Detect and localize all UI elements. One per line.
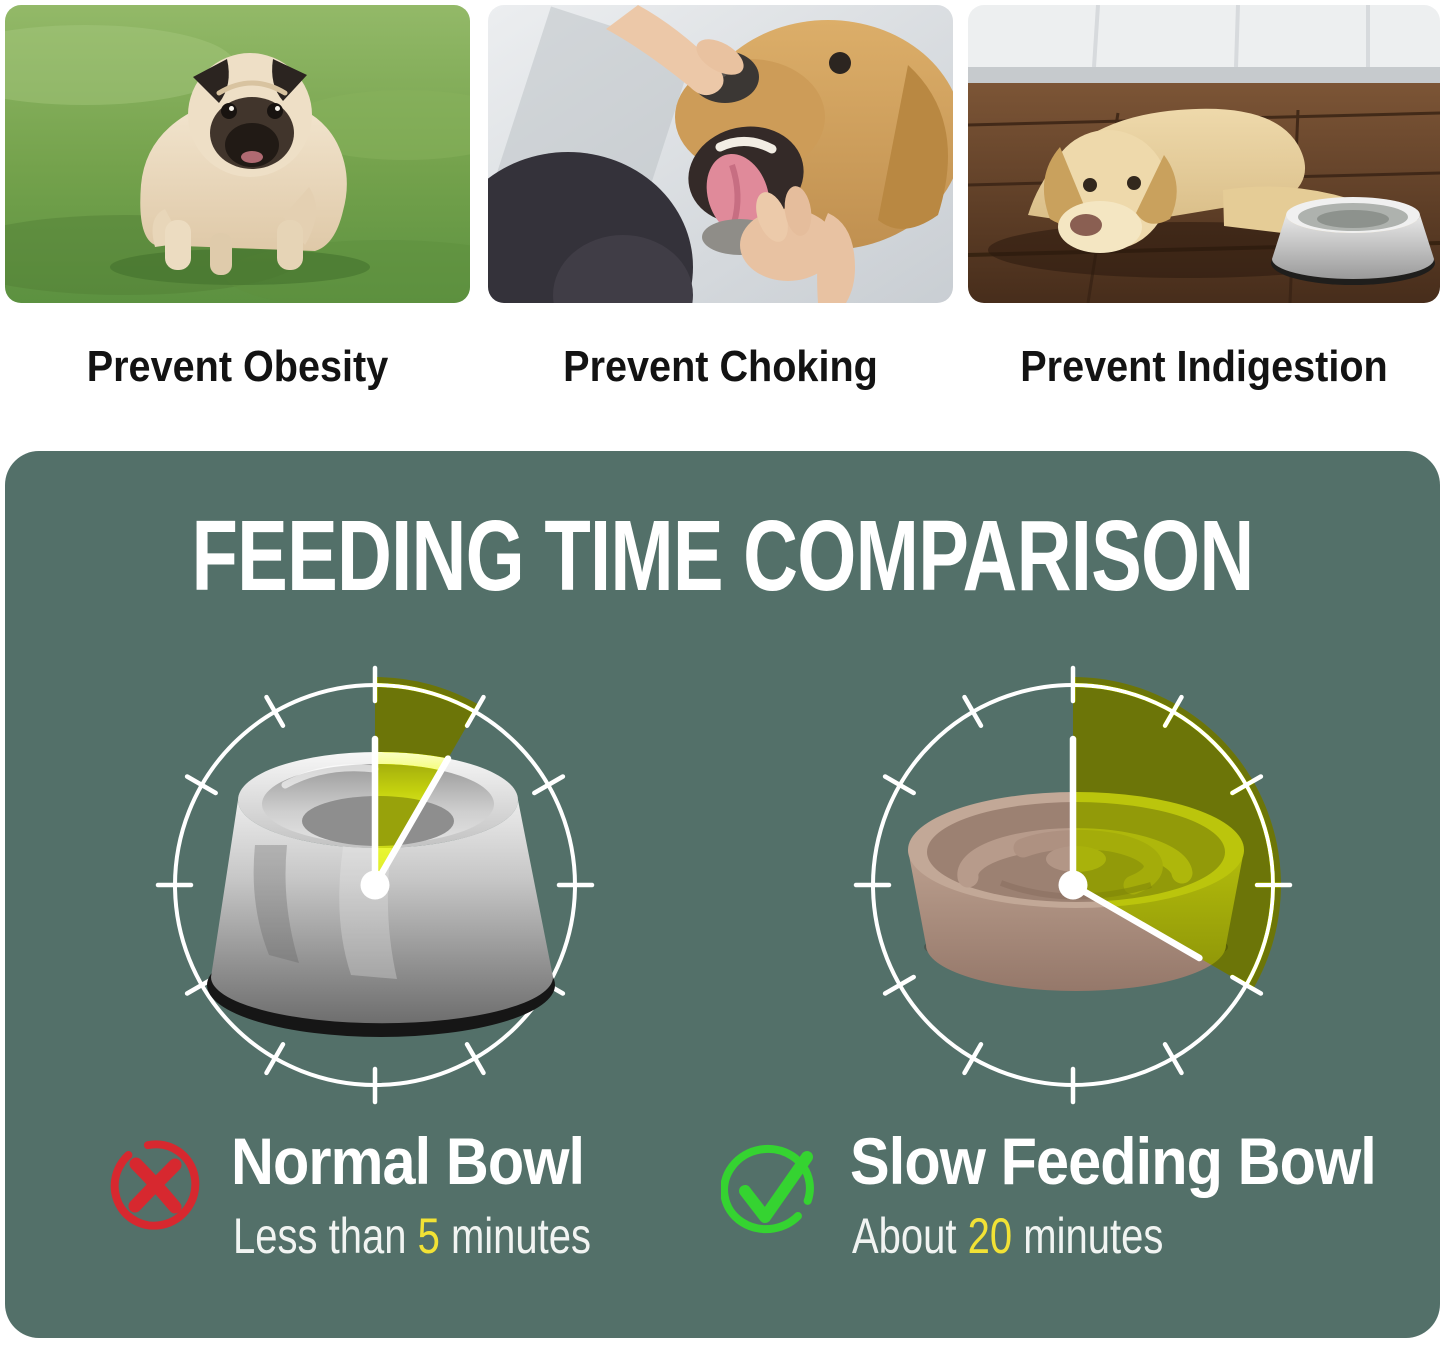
steel-bowl-small — [1271, 197, 1435, 285]
clock-hands — [1069, 735, 1203, 962]
slow-bowl-clock — [833, 645, 1313, 1125]
caption-prevent-obesity: Prevent Obesity — [86, 342, 389, 391]
five-minute-wedge — [375, 677, 479, 885]
clock-hands — [371, 735, 452, 889]
caption-prevent-indigestion: Prevent Indigestion — [1020, 342, 1388, 391]
person-hands — [606, 5, 855, 303]
slow-minutes-value: 20 — [967, 1208, 1013, 1264]
normal-bowl-clock — [135, 645, 615, 1125]
normal-time-prefix: Less than — [233, 1208, 418, 1264]
normal-time-suffix: minutes — [439, 1208, 591, 1264]
steel-bowl — [207, 752, 555, 1037]
normal-bowl-heading: Normal Bowl — [231, 1124, 585, 1198]
feeding-time-comparison-panel: FEEDING TIME COMPARISON — [5, 451, 1440, 1338]
normal-minutes-value: 5 — [417, 1208, 440, 1264]
photo-prevent-indigestion — [968, 5, 1440, 303]
mouth-check-illustration — [488, 5, 953, 303]
photo-obese-pug — [5, 5, 470, 303]
slow-time-suffix: minutes — [1012, 1208, 1164, 1264]
clock-center-dot — [1058, 870, 1088, 900]
check-icon — [721, 1144, 814, 1234]
pug-on-grass-illustration — [5, 5, 470, 303]
panel-title: FEEDING TIME COMPARISON — [191, 500, 1254, 612]
cross-icon — [110, 1140, 200, 1230]
twenty-minute-wedge — [1073, 677, 1281, 989]
slow-bowl-time: About 20 minutes — [852, 1207, 1163, 1265]
normal-bowl-time: Less than 5 minutes — [233, 1207, 591, 1265]
photo-prevent-choking — [488, 5, 953, 303]
lab-and-bowl-illustration — [968, 5, 1440, 303]
slow-time-prefix: About — [852, 1208, 968, 1264]
caption-prevent-choking: Prevent Choking — [563, 342, 878, 391]
slow-bowl-heading: Slow Feeding Bowl — [850, 1124, 1377, 1198]
clock-center-dot — [360, 870, 390, 900]
pug-figure — [140, 53, 347, 275]
